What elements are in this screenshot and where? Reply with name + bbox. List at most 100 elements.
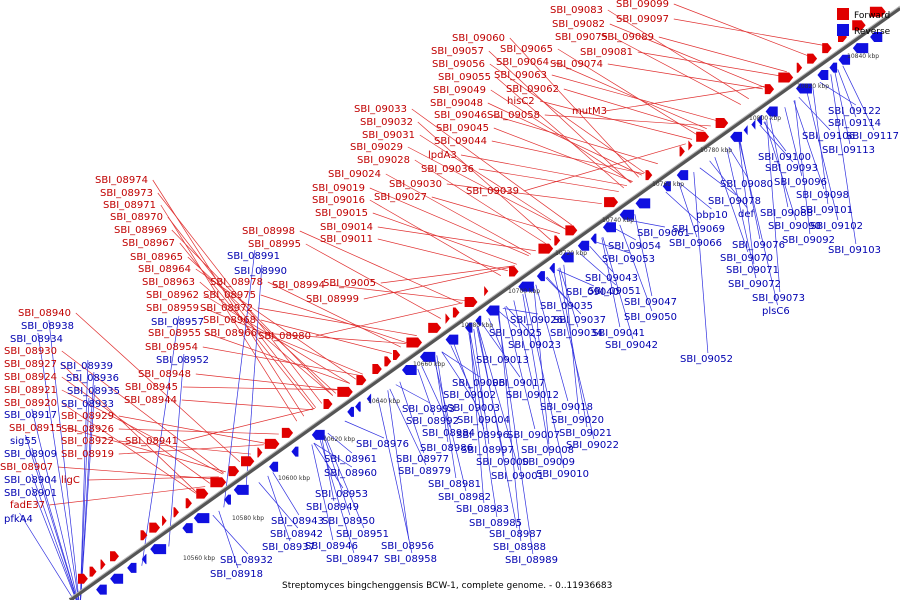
reverse-gene-label[interactable]: SBI_09023 [508,340,561,351]
forward-gene-label[interactable]: SBI_08995 [248,239,301,250]
reverse-gene-label[interactable]: SBI_08984 [422,428,475,439]
reverse-gene-label[interactable]: SBI_09007 [507,430,560,441]
forward-gene-label[interactable]: SBI_09075 [555,32,608,43]
forward-gene-label[interactable]: SBI_09099 [616,0,669,10]
reverse-gene-label[interactable]: SBI_09096 [774,177,827,188]
forward-gene-label[interactable]: SBI_08965 [130,252,183,263]
reverse-gene-label[interactable]: SBI_08946 [305,541,358,552]
forward-gene-label[interactable]: SBI_08955 [148,328,201,339]
reverse-gene-label[interactable]: SBI_08942 [270,529,323,540]
reverse-gene-label[interactable]: pbp10 [696,210,728,221]
reverse-gene-label[interactable]: SBI_08936 [66,373,119,384]
reverse-gene-label[interactable]: SBI_08989 [505,555,558,566]
reverse-gene-label[interactable]: SBI_09037 [553,315,606,326]
reverse-gene-label[interactable]: SBI_09098 [796,190,849,201]
forward-gene-label[interactable]: SBI_09031 [362,130,415,141]
forward-gene-label[interactable]: SBI_09019 [312,183,365,194]
forward-gene-label[interactable]: SBI_09063 [494,70,547,81]
reverse-gene-label[interactable]: SBI_09034 [550,328,603,339]
reverse-gene-label[interactable]: SBI_09040 [566,287,619,298]
reverse-gene-label[interactable]: SBI_08901 [4,488,57,499]
reverse-gene-label[interactable]: SBI_09008 [521,445,574,456]
forward-gene-label[interactable]: SBI_08998 [242,226,295,237]
reverse-gene-label[interactable]: SBI_09080 [720,179,773,190]
reverse-gene-label[interactable]: SBI_09100 [758,152,811,163]
forward-gene-label[interactable]: SBI_08929 [61,411,114,422]
forward-gene-label[interactable]: SBI_09044 [434,136,487,147]
reverse-gene-label[interactable]: SBI_09069 [672,224,725,235]
forward-gene-label[interactable]: SBI_09082 [552,19,605,30]
reverse-gene-label[interactable]: SBI_08982 [438,492,491,503]
forward-gene-label[interactable]: SBI_09016 [312,195,365,206]
reverse-gene-label[interactable]: SBI_08909 [4,449,57,460]
reverse-gene-label[interactable]: SBI_09088 [760,208,813,219]
reverse-gene-label[interactable]: SBI_09054 [608,241,661,252]
reverse-gene-label[interactable]: SBI_08951 [336,529,389,540]
forward-gene-label[interactable]: ligC [61,475,80,486]
forward-gene-label[interactable]: SBI_08966 [204,328,257,339]
forward-gene-label[interactable]: SBI_08973 [100,188,153,199]
reverse-gene-label[interactable]: SBI_09092 [782,235,835,246]
reverse-gene-label[interactable]: SBI_08991 [227,251,280,262]
reverse-gene-label[interactable]: SBI_09051 [588,286,641,297]
reverse-gene-label[interactable]: SBI_08949 [306,502,359,513]
reverse-gene-label[interactable]: SBI_08981 [428,479,481,490]
forward-gene-label[interactable]: SBI_09036 [421,164,474,175]
reverse-gene-label[interactable]: SBI_08958 [384,554,437,565]
reverse-gene-label[interactable]: SBI_08977 [396,454,449,465]
reverse-gene-label[interactable]: SBI_09020 [551,415,604,426]
forward-gene-label[interactable]: hisC2 [507,96,535,107]
reverse-gene-label[interactable]: SBI_09072 [728,279,781,290]
forward-gene-label[interactable]: SBI_09046 [434,110,487,121]
reverse-gene-label[interactable]: SBI_09070 [720,253,773,264]
reverse-gene-label[interactable]: SBI_09113 [822,145,875,156]
forward-gene-label[interactable]: SBI_09030 [389,179,442,190]
forward-gene-label[interactable]: SBI_08922 [61,436,114,447]
reverse-gene-label[interactable]: SBI_09078 [708,196,761,207]
reverse-gene-label[interactable]: SBI_09003 [447,403,500,414]
forward-gene-label[interactable]: SBI_09045 [436,123,489,134]
reverse-gene-label[interactable]: SBI_08938 [21,321,74,332]
forward-gene-label[interactable]: SBI_09028 [357,155,410,166]
reverse-gene-label[interactable]: SBI_09052 [680,354,733,365]
reverse-gene-label[interactable]: SBI_08953 [315,489,368,500]
forward-gene-label[interactable]: SBI_09029 [350,142,403,153]
forward-gene-label[interactable]: SBI_09055 [438,72,491,83]
reverse-gene-label[interactable]: SBI_08983 [456,504,509,515]
forward-gene-label[interactable]: SBI_08954 [145,342,198,353]
reverse-gene-label[interactable]: SBI_08935 [67,386,120,397]
reverse-gene-label[interactable]: SBI_09035 [540,301,593,312]
forward-gene-label[interactable]: SBI_09039 [466,186,519,197]
forward-gene-label[interactable]: SBI_08927 [4,359,57,370]
reverse-gene-label[interactable]: SBI_09076 [732,240,785,251]
forward-gene-label[interactable]: SBI_08970 [110,212,163,223]
reverse-gene-label[interactable]: SBI_08943 [271,516,324,527]
forward-gene-label[interactable]: SBI_09027 [374,192,427,203]
forward-gene-label[interactable]: SBI_08967 [122,238,175,249]
reverse-gene-label[interactable]: SBI_09066 [669,238,722,249]
reverse-gene-label[interactable]: SBI_09000 [476,457,529,468]
reverse-gene-label[interactable]: SBI_08904 [4,475,57,486]
reverse-gene-label[interactable]: SBI_08976 [356,439,409,450]
reverse-gene-label[interactable]: SBI_09012 [506,390,559,401]
reverse-gene-label[interactable]: SBI_09053 [602,254,655,265]
reverse-gene-label[interactable]: SBI_09021 [559,428,612,439]
forward-gene-label[interactable]: SBI_08948 [138,369,191,380]
forward-gene-label[interactable]: SBI_08924 [4,372,57,383]
forward-gene-label[interactable]: SBI_09048 [430,98,483,109]
reverse-gene-label[interactable]: SBI_09050 [624,312,677,323]
forward-gene-label[interactable]: SBI_08941 [125,436,178,447]
forward-gene-label[interactable]: SBI_08972 [200,303,253,314]
reverse-gene-label[interactable]: SBI_08960 [324,468,377,479]
reverse-gene-label[interactable]: plsC6 [762,306,790,317]
reverse-gene-label[interactable]: SBI_09009 [522,457,575,468]
forward-gene-label[interactable]: SBI_09058 [487,110,540,121]
forward-gene-label[interactable]: SBI_08926 [61,424,114,435]
forward-gene-label[interactable]: SBI_08944 [124,395,177,406]
reverse-gene-label[interactable]: SBI_08937 [262,542,315,553]
reverse-gene-label[interactable]: pfkA4 [4,514,33,525]
reverse-gene-label[interactable]: SBI_09018 [540,402,593,413]
forward-gene-label[interactable]: SBI_08968 [203,315,256,326]
reverse-gene-label[interactable]: SBI_09004 [457,415,510,426]
forward-gene-label[interactable]: SBI_08921 [4,385,57,396]
